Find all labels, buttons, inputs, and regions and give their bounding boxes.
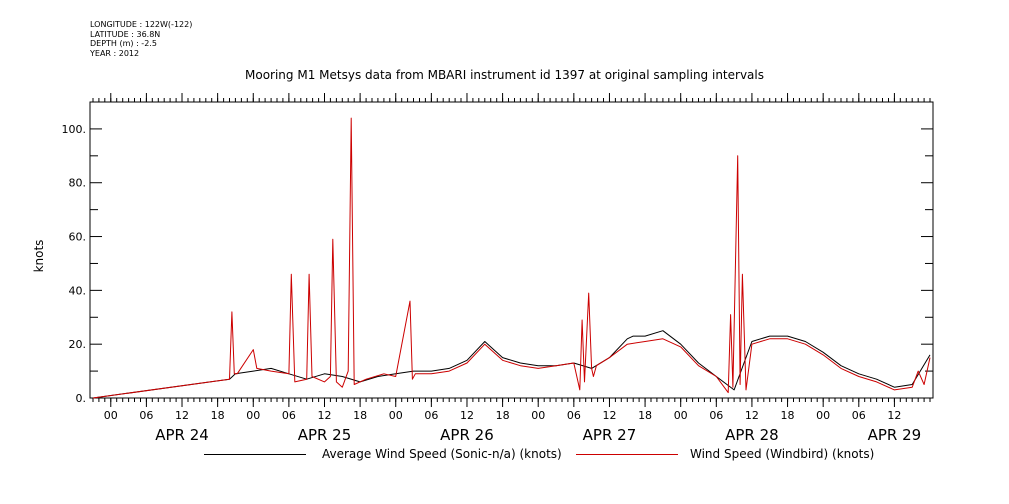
x-hour-label: 06	[139, 409, 153, 422]
x-hour-label: 18	[638, 409, 652, 422]
plot-frame	[89, 101, 934, 399]
x-hour-label: 00	[531, 409, 545, 422]
y-tick-label: 80.	[69, 177, 87, 190]
x-hour-label: 12	[175, 409, 189, 422]
depth-label: DEPTH (m) : -2.5	[90, 39, 157, 49]
x-hour-label: 18	[496, 409, 510, 422]
x-hour-label: 18	[211, 409, 225, 422]
legend-swatch-windbird	[576, 454, 678, 455]
x-hour-label: 12	[460, 409, 474, 422]
y-tick-label: 100.	[62, 123, 87, 136]
x-hour-label: 12	[745, 409, 759, 422]
x-hour-label: 06	[282, 409, 296, 422]
y-tick-label: 40.	[69, 284, 87, 297]
chart-legend: Average Wind Speed (Sonic-n/a) (knots) W…	[0, 447, 1009, 463]
legend-label-windbird: Wind Speed (Windbird) (knots)	[690, 447, 875, 461]
y-tick-label: 60.	[69, 231, 87, 244]
x-day-label: APR 25	[298, 426, 352, 444]
x-hour-label: 12	[317, 409, 331, 422]
series-line-windbird	[92, 117, 931, 399]
x-hour-label: 06	[852, 409, 866, 422]
x-hour-label: 00	[674, 409, 688, 422]
x-hour-label: 00	[104, 409, 118, 422]
x-hour-label: 18	[781, 409, 795, 422]
x-day-label: APR 28	[725, 426, 779, 444]
chart-title: Mooring M1 Metsys data from MBARI instru…	[245, 68, 764, 82]
plot-axes: 00 06 12 18 00 06 12 18 00 06 12 18 00 06 12 18 00 06 12 18…	[62, 93, 934, 444]
x-hour-label: 06	[709, 409, 723, 422]
x-hour-label: 06	[424, 409, 438, 422]
station-metadata: LONGITUDE : 122W(-122) LATITUDE : 36.8N …	[90, 20, 192, 58]
y-tick-label: 0.	[76, 392, 87, 405]
plot-series	[92, 117, 931, 399]
latitude-label: LATITUDE : 36.8N	[90, 29, 161, 39]
x-hour-label: 06	[567, 409, 581, 422]
x-minor-ticks	[92, 98, 931, 402]
y-axis-label: knots	[32, 240, 46, 273]
legend-label-sonic: Average Wind Speed (Sonic-n/a) (knots)	[322, 447, 562, 461]
y-tick-label: 20.	[69, 338, 87, 351]
legend-swatch-sonic	[204, 454, 306, 455]
x-hour-label: 00	[816, 409, 830, 422]
longitude-label: LONGITUDE : 122W(-122)	[90, 20, 193, 29]
x-hour-label: 18	[353, 409, 367, 422]
x-day-label: APR 27	[583, 426, 637, 444]
x-hour-label: 00	[389, 409, 403, 422]
series-line-sonic	[92, 330, 931, 399]
x-hour-label: 12	[602, 409, 616, 422]
x-hour-label: 12	[887, 409, 901, 422]
x-day-label: APR 29	[868, 426, 922, 444]
x-day-label: APR 24	[155, 426, 209, 444]
year-label: YEAR : 2012	[90, 48, 140, 58]
x-day-label: APR 26	[440, 426, 494, 444]
x-hour-label: 00	[246, 409, 260, 422]
